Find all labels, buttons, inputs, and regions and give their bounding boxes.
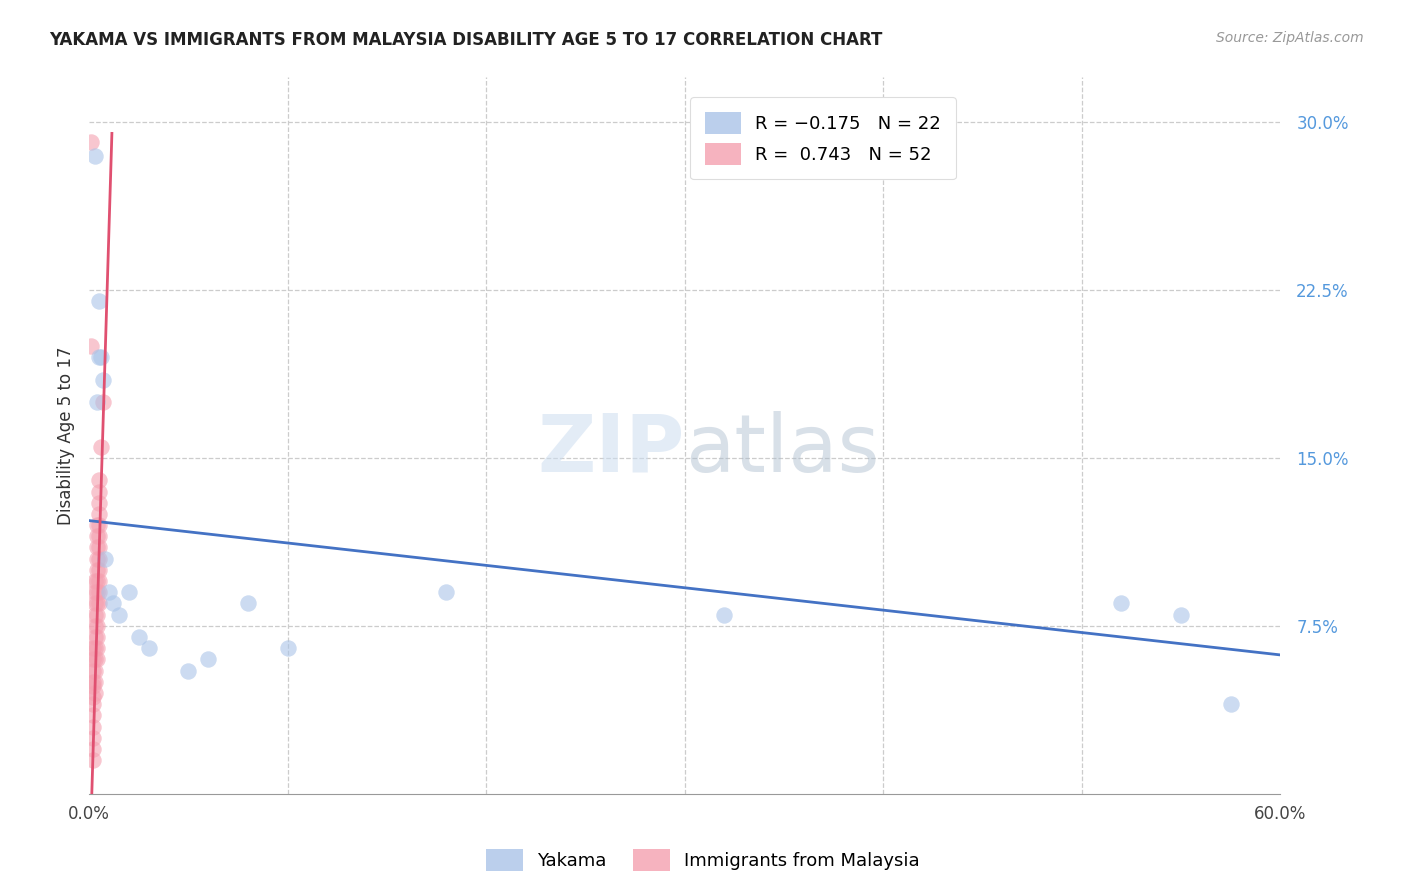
Point bbox=[436, 585, 458, 599]
Point bbox=[1170, 607, 1192, 622]
Point bbox=[87, 529, 110, 543]
Point bbox=[86, 529, 108, 543]
Point bbox=[84, 574, 107, 588]
Point bbox=[86, 585, 108, 599]
Point bbox=[86, 541, 108, 555]
Point bbox=[277, 641, 299, 656]
Point bbox=[86, 596, 108, 610]
Point bbox=[87, 473, 110, 487]
Point bbox=[82, 679, 104, 693]
Point bbox=[87, 484, 110, 499]
Point bbox=[84, 630, 107, 644]
Point bbox=[82, 652, 104, 666]
Point bbox=[82, 742, 104, 756]
Point bbox=[86, 574, 108, 588]
Point bbox=[86, 619, 108, 633]
Point bbox=[713, 607, 735, 622]
Point bbox=[128, 630, 150, 644]
Point bbox=[87, 350, 110, 364]
Text: ZIP: ZIP bbox=[537, 411, 685, 489]
Point bbox=[177, 664, 200, 678]
Point bbox=[87, 507, 110, 521]
Point bbox=[82, 731, 104, 745]
Point bbox=[82, 664, 104, 678]
Point bbox=[108, 607, 131, 622]
Point bbox=[82, 690, 104, 705]
Point bbox=[84, 664, 107, 678]
Point bbox=[80, 339, 103, 353]
Point bbox=[84, 641, 107, 656]
Point bbox=[84, 686, 107, 700]
Point bbox=[87, 496, 110, 510]
Point bbox=[87, 596, 110, 610]
Point bbox=[84, 619, 107, 633]
Point bbox=[82, 708, 104, 723]
Point bbox=[82, 719, 104, 733]
Point bbox=[91, 373, 114, 387]
Point bbox=[82, 674, 104, 689]
Point bbox=[1219, 697, 1241, 711]
Point bbox=[86, 630, 108, 644]
Point bbox=[87, 541, 110, 555]
Point bbox=[87, 585, 110, 599]
Point bbox=[87, 518, 110, 533]
Point bbox=[84, 674, 107, 689]
Point bbox=[84, 149, 107, 163]
Point bbox=[82, 753, 104, 767]
Point bbox=[101, 596, 124, 610]
Point bbox=[86, 652, 108, 666]
Point bbox=[87, 574, 110, 588]
Point bbox=[90, 440, 112, 454]
Point bbox=[94, 551, 117, 566]
Point bbox=[1111, 596, 1133, 610]
Point bbox=[82, 697, 104, 711]
Point bbox=[84, 607, 107, 622]
Text: atlas: atlas bbox=[685, 411, 879, 489]
Point bbox=[197, 652, 219, 666]
Point bbox=[236, 596, 259, 610]
Point bbox=[87, 551, 110, 566]
Text: YAKAMA VS IMMIGRANTS FROM MALAYSIA DISABILITY AGE 5 TO 17 CORRELATION CHART: YAKAMA VS IMMIGRANTS FROM MALAYSIA DISAB… bbox=[49, 31, 883, 49]
Point bbox=[82, 641, 104, 656]
Legend: R = −0.175   N = 22, R =  0.743   N = 52: R = −0.175 N = 22, R = 0.743 N = 52 bbox=[690, 97, 956, 179]
Point bbox=[118, 585, 141, 599]
Point bbox=[86, 551, 108, 566]
Y-axis label: Disability Age 5 to 17: Disability Age 5 to 17 bbox=[58, 346, 75, 524]
Point bbox=[97, 585, 120, 599]
Point bbox=[90, 350, 112, 364]
Text: Source: ZipAtlas.com: Source: ZipAtlas.com bbox=[1216, 31, 1364, 45]
Point bbox=[87, 294, 110, 309]
Point bbox=[80, 136, 103, 150]
Legend: Yakama, Immigrants from Malaysia: Yakama, Immigrants from Malaysia bbox=[479, 842, 927, 879]
Point bbox=[84, 596, 107, 610]
Point bbox=[86, 641, 108, 656]
Point bbox=[86, 607, 108, 622]
Point bbox=[138, 641, 160, 656]
Point bbox=[86, 395, 108, 409]
Point bbox=[91, 395, 114, 409]
Point bbox=[86, 518, 108, 533]
Point bbox=[87, 563, 110, 577]
Point bbox=[84, 652, 107, 666]
Point bbox=[86, 563, 108, 577]
Point bbox=[84, 585, 107, 599]
